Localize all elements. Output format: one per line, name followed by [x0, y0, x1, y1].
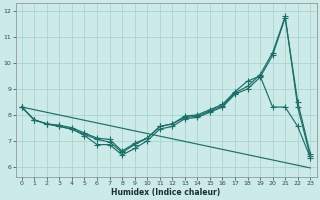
- X-axis label: Humidex (Indice chaleur): Humidex (Indice chaleur): [111, 188, 221, 197]
